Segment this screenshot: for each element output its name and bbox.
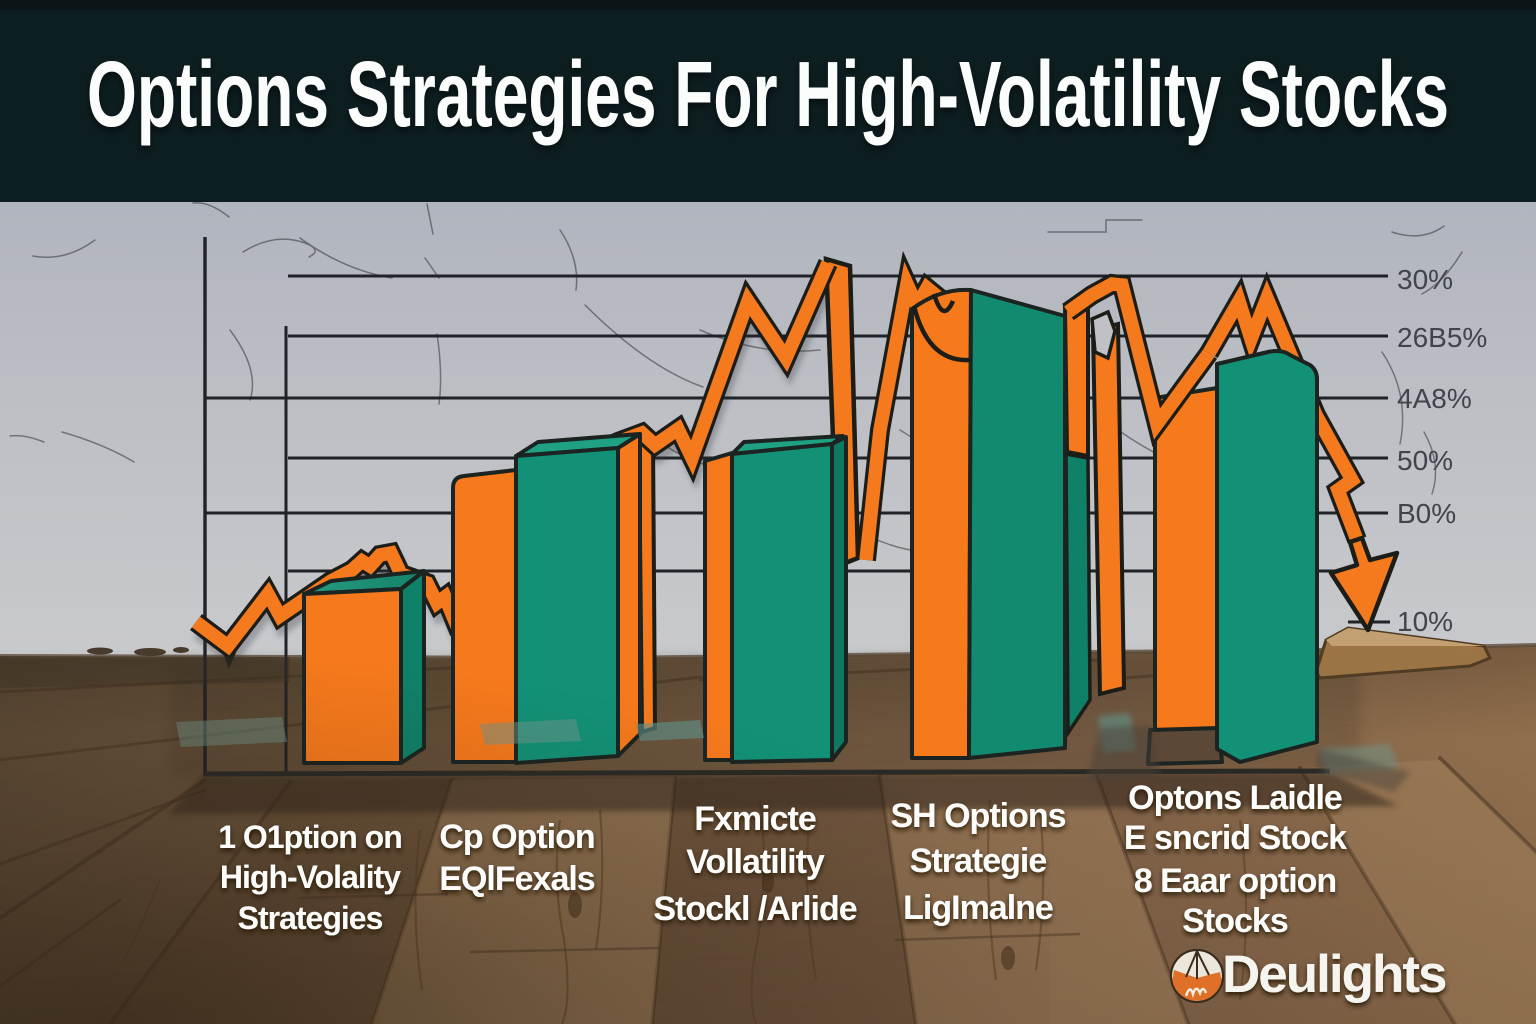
svg-text:8 Eaar option: 8 Eaar option	[1134, 862, 1336, 900]
svg-text:50%: 50%	[1397, 445, 1453, 476]
svg-text:Cp Option: Cp Option	[439, 818, 594, 856]
svg-text:Deulights: Deulights	[1222, 945, 1446, 1004]
svg-text:SH Options: SH Options	[890, 797, 1065, 835]
svg-text:EQlFexals: EQlFexals	[439, 860, 595, 898]
svg-text:1 O1ption on: 1 O1ption on	[218, 819, 402, 855]
svg-text:26B5%: 26B5%	[1397, 322, 1487, 353]
svg-text:Fxmicte: Fxmicte	[694, 800, 816, 838]
svg-text:4A8%: 4A8%	[1397, 383, 1472, 414]
svg-text:Options Strategies For High-Vo: Options Strategies For High-Volatility S…	[87, 42, 1449, 146]
svg-text:Optons Laidle: Optons Laidle	[1128, 779, 1342, 817]
svg-text:Vollatility: Vollatility	[686, 843, 825, 881]
svg-text:Strategies: Strategies	[238, 900, 383, 936]
svg-text:10%: 10%	[1397, 606, 1453, 637]
svg-text:High-Volality: High-Volality	[220, 859, 401, 895]
svg-text:Stockl /Arlide: Stockl /Arlide	[653, 890, 856, 928]
svg-text:30%: 30%	[1397, 264, 1453, 295]
svg-text:Strategie: Strategie	[910, 842, 1047, 880]
svg-text:E sncrid Stock: E sncrid Stock	[1124, 819, 1347, 857]
svg-text:Stocks: Stocks	[1182, 902, 1288, 940]
svg-text:B0%: B0%	[1397, 498, 1456, 529]
svg-text:LigImalne: LigImalne	[903, 889, 1053, 927]
